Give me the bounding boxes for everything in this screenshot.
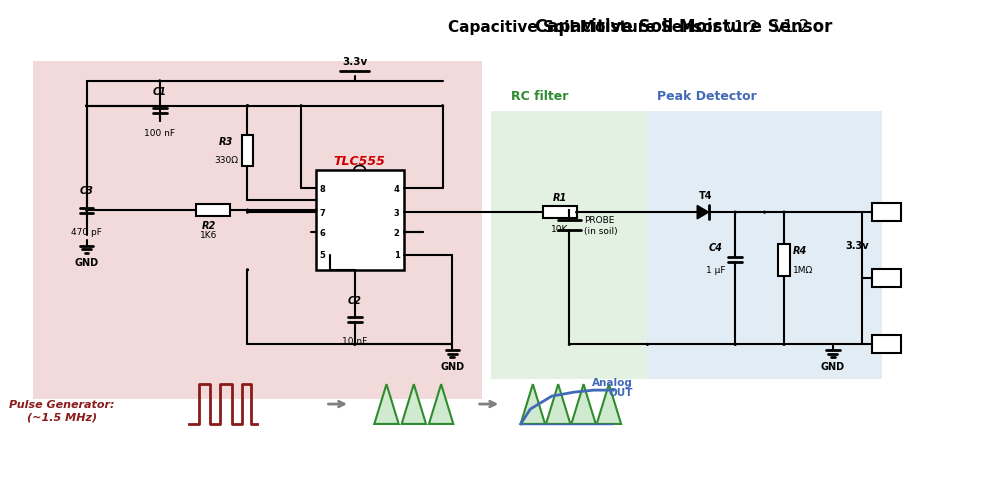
Text: 100 nF: 100 nF: [144, 128, 175, 137]
Text: GND: GND: [74, 257, 99, 267]
Polygon shape: [597, 384, 621, 424]
Text: C1: C1: [153, 87, 167, 96]
Text: Analog: Analog: [592, 377, 633, 387]
Text: GND: GND: [821, 361, 845, 372]
Polygon shape: [546, 384, 570, 424]
Circle shape: [734, 212, 736, 214]
Bar: [33, 62, 482, 399]
Polygon shape: [402, 384, 426, 424]
Text: 3: 3: [394, 208, 400, 217]
Text: Peak Detector: Peak Detector: [657, 90, 757, 103]
Text: GND: GND: [440, 361, 464, 372]
Text: OUT: OUT: [608, 387, 633, 397]
Circle shape: [247, 106, 248, 108]
Text: 2: 2: [394, 228, 400, 237]
Text: (~1.5 MHz): (~1.5 MHz): [27, 412, 97, 422]
Text: T4: T4: [699, 191, 713, 201]
Bar: [872, 336, 901, 354]
Text: 7: 7: [320, 208, 325, 217]
Circle shape: [247, 106, 248, 108]
Text: 1 μF: 1 μF: [706, 265, 725, 274]
Text: 3.3v: 3.3v: [342, 57, 367, 67]
Text: R1: R1: [553, 193, 567, 203]
Text: 10K: 10K: [551, 225, 568, 234]
Text: 1K6: 1K6: [200, 230, 217, 240]
Bar: [196, 205, 230, 216]
Text: TLC555: TLC555: [334, 155, 386, 168]
Circle shape: [764, 212, 765, 214]
Circle shape: [159, 81, 161, 83]
Circle shape: [569, 344, 570, 346]
Text: Capacitive Soil Moisture Sensor: Capacitive Soil Moisture Sensor: [535, 18, 838, 36]
Text: C2: C2: [348, 295, 362, 305]
Polygon shape: [571, 384, 596, 424]
Circle shape: [783, 212, 785, 214]
Bar: [491, 111, 647, 379]
Text: R4: R4: [793, 245, 807, 255]
Text: C3: C3: [80, 186, 93, 196]
Text: 8: 8: [320, 184, 325, 193]
Text: v1.2: v1.2: [725, 20, 759, 35]
Bar: [872, 204, 901, 222]
Circle shape: [734, 344, 736, 346]
Bar: [242, 135, 253, 167]
Text: C4: C4: [709, 242, 723, 252]
Text: Capacitive Soil Moisture Sensor: Capacitive Soil Moisture Sensor: [448, 20, 725, 35]
Circle shape: [576, 212, 578, 214]
Text: 4: 4: [394, 184, 400, 193]
Bar: [316, 171, 404, 270]
Text: R2: R2: [201, 221, 216, 230]
Circle shape: [647, 344, 648, 346]
Circle shape: [442, 106, 443, 108]
Text: Pulse Generator:: Pulse Generator:: [9, 399, 115, 409]
Text: 1MΩ: 1MΩ: [793, 265, 813, 274]
Circle shape: [783, 344, 785, 346]
Text: RC filter: RC filter: [511, 90, 568, 103]
Bar: [647, 111, 882, 379]
Bar: [778, 244, 790, 276]
Polygon shape: [697, 206, 709, 219]
Text: v1.2: v1.2: [774, 18, 810, 36]
Circle shape: [86, 106, 87, 108]
Polygon shape: [429, 384, 453, 424]
Text: 1: 1: [394, 251, 400, 260]
Bar: [543, 207, 577, 219]
Text: 5: 5: [320, 251, 326, 260]
Circle shape: [247, 210, 248, 212]
Bar: [872, 270, 901, 288]
Circle shape: [300, 106, 302, 108]
Text: 3.3v: 3.3v: [845, 240, 869, 251]
Circle shape: [247, 269, 248, 271]
Text: 10 nF: 10 nF: [342, 337, 367, 346]
Text: PROBE
(in soil): PROBE (in soil): [584, 216, 618, 235]
Circle shape: [247, 212, 248, 214]
Text: R3: R3: [219, 136, 233, 146]
Circle shape: [315, 210, 317, 212]
Circle shape: [86, 210, 87, 212]
Text: 470 pF: 470 pF: [71, 228, 102, 237]
Circle shape: [354, 344, 356, 346]
Polygon shape: [521, 384, 545, 424]
Polygon shape: [374, 384, 399, 424]
Text: 330Ω: 330Ω: [214, 156, 238, 165]
Text: 6: 6: [320, 228, 326, 237]
